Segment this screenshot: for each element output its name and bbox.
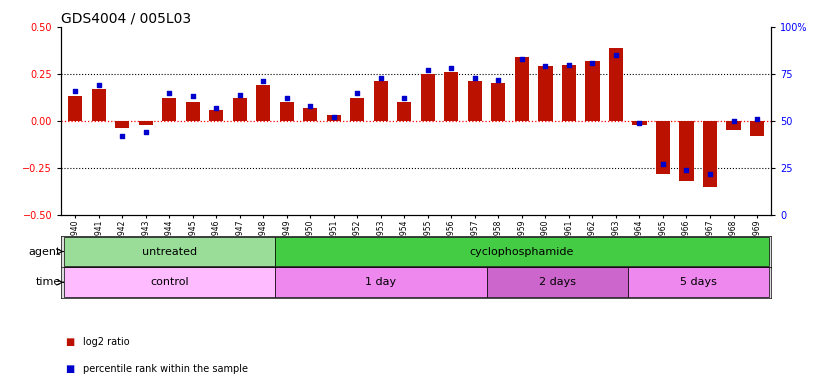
Point bbox=[421, 67, 434, 73]
Bar bbox=[726, 121, 741, 130]
Bar bbox=[280, 102, 294, 121]
Point bbox=[586, 60, 599, 66]
Point bbox=[562, 61, 575, 68]
Bar bbox=[64, 268, 275, 297]
Point bbox=[492, 76, 505, 83]
Bar bbox=[397, 102, 411, 121]
Bar bbox=[656, 121, 670, 174]
Text: untreated: untreated bbox=[142, 247, 197, 257]
Point bbox=[163, 90, 176, 96]
Point bbox=[751, 116, 764, 122]
Point bbox=[516, 56, 529, 62]
Point bbox=[468, 74, 481, 81]
Point bbox=[398, 95, 411, 101]
Point bbox=[539, 63, 552, 70]
Point bbox=[140, 129, 153, 135]
Bar bbox=[275, 268, 486, 297]
Bar bbox=[703, 121, 717, 187]
Bar bbox=[139, 121, 153, 125]
Bar bbox=[515, 57, 529, 121]
Bar bbox=[421, 74, 435, 121]
Point bbox=[656, 161, 669, 167]
Bar bbox=[374, 81, 388, 121]
Bar bbox=[468, 81, 482, 121]
Bar bbox=[539, 66, 552, 121]
Text: ■: ■ bbox=[65, 337, 74, 347]
Point bbox=[257, 78, 270, 84]
Point bbox=[680, 167, 693, 173]
Bar bbox=[233, 98, 247, 121]
Text: GDS4004 / 005L03: GDS4004 / 005L03 bbox=[61, 12, 191, 26]
Bar bbox=[162, 98, 176, 121]
Bar bbox=[445, 72, 459, 121]
Bar bbox=[256, 85, 270, 121]
Bar bbox=[585, 61, 600, 121]
Text: time: time bbox=[35, 277, 60, 287]
Text: percentile rank within the sample: percentile rank within the sample bbox=[83, 364, 248, 374]
Point bbox=[633, 120, 646, 126]
Text: agent: agent bbox=[29, 247, 60, 257]
Text: ■: ■ bbox=[65, 364, 74, 374]
Bar bbox=[628, 268, 769, 297]
Point bbox=[210, 105, 223, 111]
Point bbox=[375, 74, 388, 81]
Bar bbox=[491, 83, 505, 121]
Point bbox=[92, 82, 105, 88]
Text: 2 days: 2 days bbox=[539, 277, 576, 287]
Text: log2 ratio: log2 ratio bbox=[83, 337, 130, 347]
Point bbox=[69, 88, 82, 94]
Point bbox=[351, 90, 364, 96]
Bar bbox=[486, 268, 628, 297]
Point bbox=[281, 95, 294, 101]
Point bbox=[703, 170, 716, 177]
Point bbox=[327, 114, 340, 120]
Bar bbox=[115, 121, 130, 129]
Point bbox=[445, 65, 458, 71]
Bar bbox=[209, 110, 224, 121]
Point bbox=[233, 91, 246, 98]
Bar bbox=[632, 121, 646, 125]
Text: cyclophosphamide: cyclophosphamide bbox=[470, 247, 574, 257]
Bar bbox=[609, 48, 623, 121]
Bar bbox=[327, 115, 341, 121]
Point bbox=[116, 133, 129, 139]
Point bbox=[610, 52, 623, 58]
Point bbox=[727, 118, 740, 124]
Bar bbox=[304, 108, 317, 121]
Bar bbox=[69, 96, 82, 121]
Bar bbox=[680, 121, 694, 181]
Text: 5 days: 5 days bbox=[680, 277, 716, 287]
Bar bbox=[350, 98, 365, 121]
Bar bbox=[64, 237, 275, 266]
Bar bbox=[750, 121, 764, 136]
Bar bbox=[275, 237, 769, 266]
Point bbox=[304, 103, 317, 109]
Text: control: control bbox=[150, 277, 188, 287]
Bar bbox=[562, 65, 576, 121]
Text: 1 day: 1 day bbox=[366, 277, 397, 287]
Point bbox=[186, 93, 199, 99]
Bar bbox=[186, 102, 200, 121]
Bar bbox=[91, 89, 106, 121]
